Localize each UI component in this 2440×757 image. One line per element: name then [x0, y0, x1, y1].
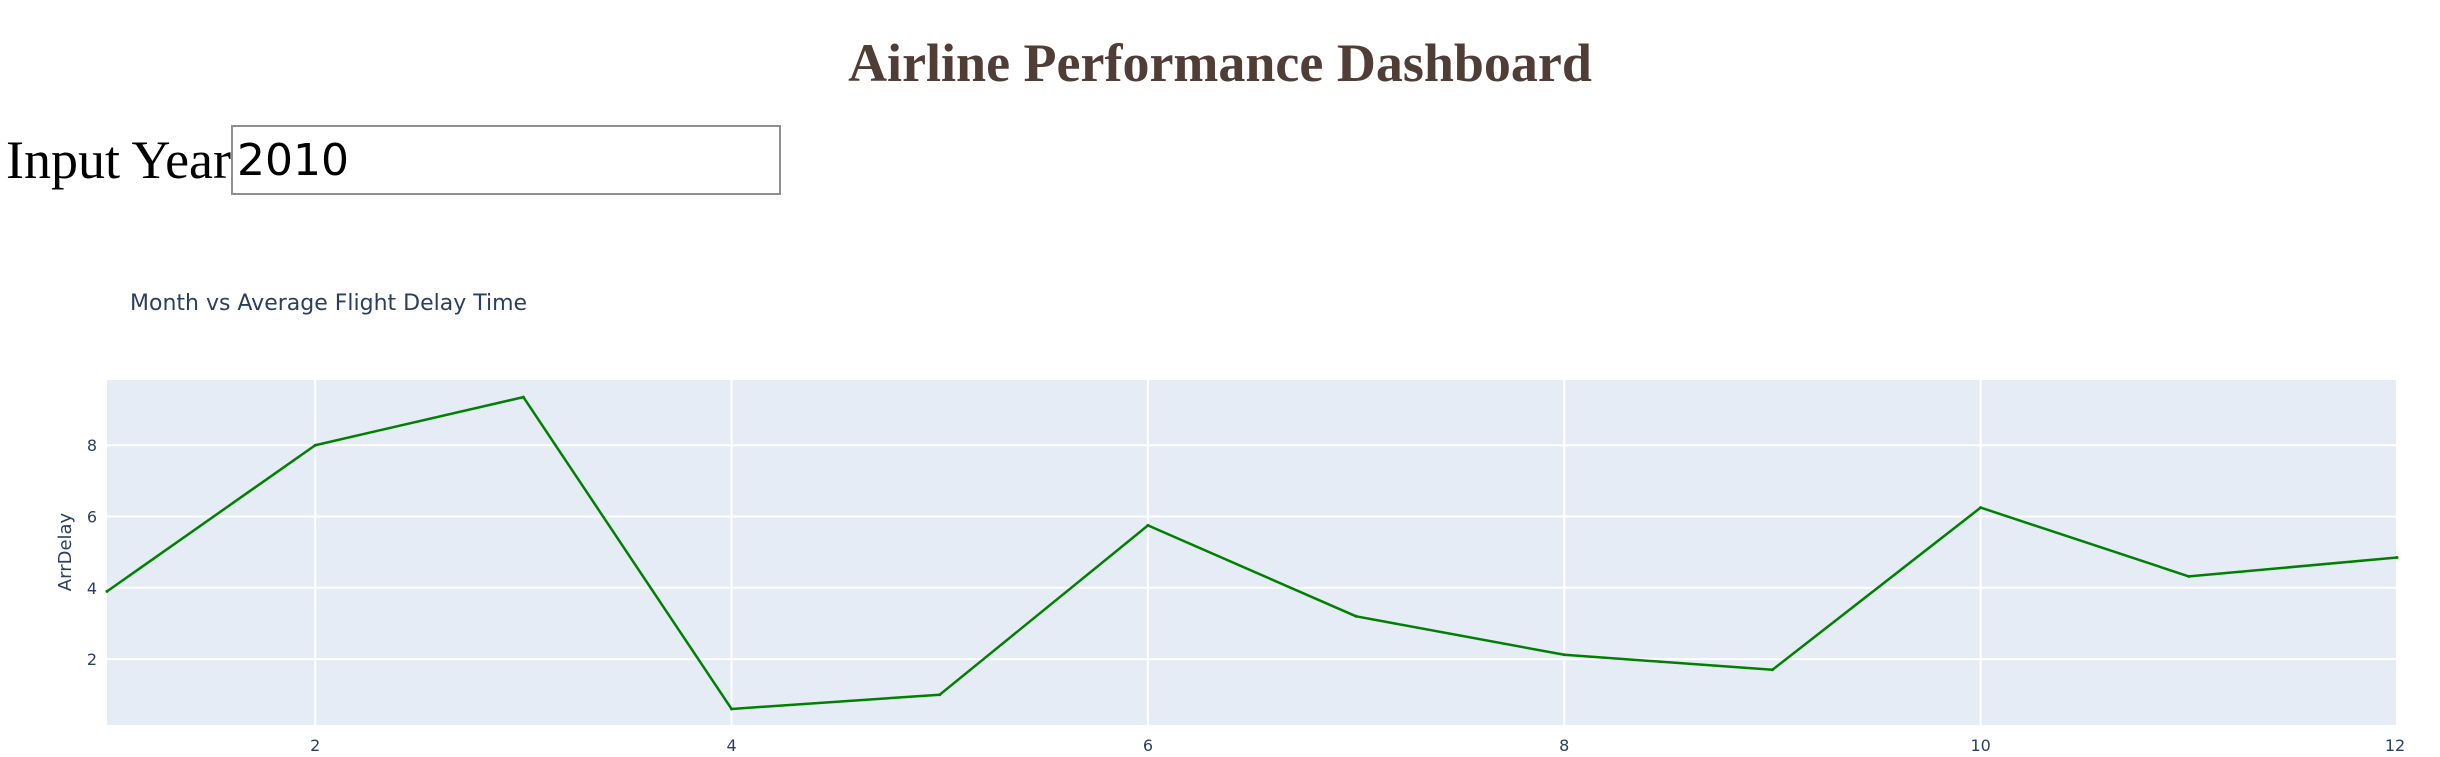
- x-axis-ticks: 2 4 6 8 10 12: [310, 736, 2405, 755]
- x-tick-label: 2: [310, 736, 320, 755]
- series-layer: [105, 395, 2399, 711]
- chart-title: Month vs Average Flight Delay Time: [130, 291, 527, 316]
- year-input-row: Input Year: [6, 124, 781, 196]
- grid-lines: [107, 380, 2398, 725]
- y-axis-title: ArrDelay: [55, 512, 76, 591]
- data-point[interactable]: [1979, 506, 1983, 510]
- year-input[interactable]: [231, 125, 781, 195]
- data-point[interactable]: [1770, 668, 1774, 672]
- data-point[interactable]: [730, 707, 734, 711]
- y-tick-label: 8: [87, 436, 97, 455]
- delay-line-chart: Month vs Average Flight Delay Time 2 4 6 8 1…: [55, 291, 2405, 755]
- data-point[interactable]: [1562, 653, 1566, 657]
- x-tick-label: 8: [1559, 736, 1569, 755]
- x-tick-label: 12: [2385, 736, 2405, 755]
- x-tick-label: 4: [726, 736, 736, 755]
- y-axis-ticks: 2 4 6 8: [87, 436, 97, 669]
- data-point[interactable]: [1354, 614, 1358, 618]
- data-point[interactable]: [1146, 523, 1150, 527]
- y-tick-label: 2: [87, 650, 97, 669]
- data-point[interactable]: [2395, 555, 2399, 559]
- series-line: [106, 395, 2398, 711]
- data-point[interactable]: [105, 589, 109, 593]
- data-point[interactable]: [938, 693, 942, 697]
- data-point[interactable]: [2187, 574, 2191, 578]
- data-point[interactable]: [313, 443, 317, 447]
- y-tick-label: 4: [87, 579, 97, 598]
- x-tick-label: 6: [1143, 736, 1153, 755]
- plot-area: [107, 380, 2397, 725]
- data-point[interactable]: [521, 395, 525, 399]
- y-tick-label: 6: [87, 508, 97, 527]
- year-input-label: Input Year: [6, 130, 231, 190]
- page-title: Airline Performance Dashboard: [848, 33, 1592, 93]
- x-tick-label: 10: [1970, 736, 1990, 755]
